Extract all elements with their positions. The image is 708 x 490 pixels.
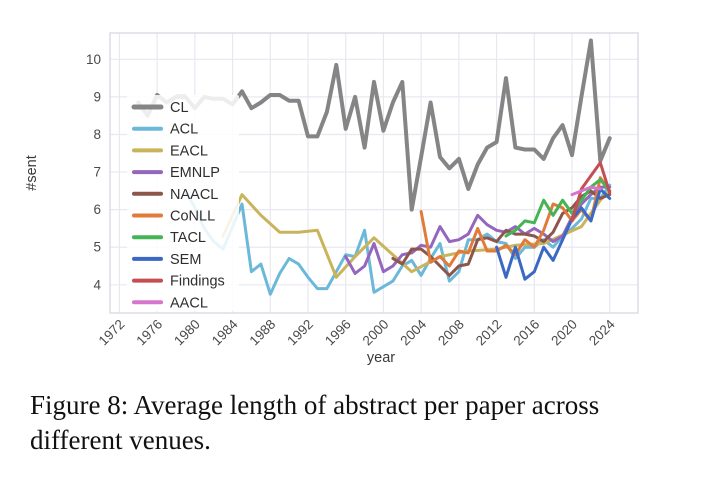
x-tick-label: 1976 (133, 317, 165, 349)
y-tick-label: 9 (93, 89, 101, 104)
legend-label: AACL (170, 295, 208, 311)
x-tick-label: 1988 (247, 317, 279, 349)
y-tick-label: 5 (93, 240, 101, 255)
x-tick-label: 2012 (473, 317, 505, 349)
y-tick-label: 7 (93, 165, 101, 180)
x-tick-label: 2020 (548, 317, 580, 349)
legend: CL ACL EACL EMNLP NAACL CoNLL TACL SEM Findings A… (127, 95, 239, 311)
x-tick-label: 2004 (397, 316, 429, 348)
x-axis-title: year (367, 350, 395, 366)
legend-item-acl: ACL (132, 122, 198, 138)
y-tick-label: 8 (93, 127, 101, 142)
x-tick-label: 2024 (586, 316, 618, 348)
series-line-aacl (570, 185, 602, 197)
x-tick-label: 1996 (322, 317, 354, 349)
legend-item-naacl: NAACL (132, 187, 218, 203)
legend-label: ACL (170, 122, 198, 138)
legend-label: EMNLP (170, 165, 220, 181)
legend-label: TACL (170, 230, 206, 246)
figure-8: CL ACL EACL EMNLP NAACL CoNLL TACL SEM Findings A… (24, 32, 639, 455)
abstract-length-line-chart: CL ACL EACL EMNLP NAACL CoNLL TACL SEM Findings A… (24, 32, 639, 366)
figure-caption: Figure 8: Average length of abstract per… (30, 390, 600, 455)
legend-label: NAACL (170, 187, 218, 203)
legend-item-conll: CoNLL (132, 209, 215, 225)
legend-label: CL (170, 100, 189, 116)
x-tick-label: 1980 (171, 317, 203, 349)
plot-border (109, 32, 639, 314)
legend-item-tacl: TACL (132, 230, 206, 246)
legend-label: Findings (170, 274, 225, 290)
y-tick-label: 4 (93, 277, 101, 292)
legend-item-aacl: AACL (132, 295, 208, 311)
legend-label: SEM (170, 252, 201, 268)
y-tick-label: 6 (93, 202, 101, 217)
x-tick-label: 1992 (284, 317, 316, 349)
legend-label: CoNLL (170, 209, 215, 225)
x-tick-label: 2016 (511, 317, 543, 349)
x-tick-label: 2008 (435, 317, 467, 349)
y-tick-label: 10 (86, 52, 101, 67)
legend-item-sem: SEM (132, 252, 201, 268)
series-line-sem (495, 187, 612, 281)
legend-item-emnlp: EMNLP (132, 165, 220, 181)
legend-item-cl: CL (131, 100, 189, 116)
series-line-findings (570, 161, 612, 223)
legend-item-eacl: EACL (132, 143, 208, 159)
legend-label: EACL (170, 143, 208, 159)
x-tick-label: 2000 (360, 317, 392, 349)
y-axis-title: #sent (24, 155, 40, 190)
legend-item-findings: Findings (132, 274, 225, 290)
series-line-tacl (504, 178, 612, 238)
x-tick-label: 1972 (96, 317, 128, 349)
x-tick-label: 1984 (209, 316, 241, 348)
